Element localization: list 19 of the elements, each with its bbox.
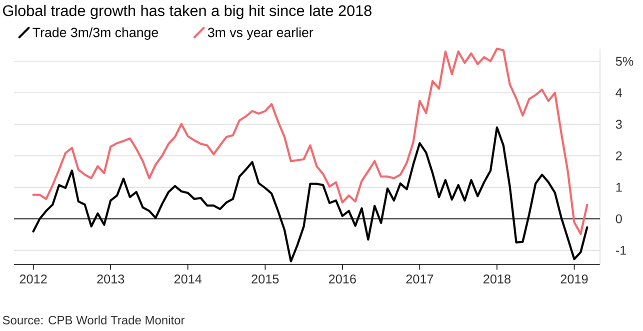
legend-label: Trade 3m/3m change <box>32 27 158 40</box>
chart-title: Global trade growth has taken a big hit since late 2018 <box>3 4 372 20</box>
source-note: Source: CPB World Trade Monitor <box>2 316 185 324</box>
legend-label: 3m vs year earlier <box>208 27 314 40</box>
y-tick-label: 4 <box>616 88 622 98</box>
x-tick-label: 2012 <box>20 274 47 284</box>
x-tick-label: 2013 <box>97 274 124 284</box>
x-tick-label: 2015 <box>252 274 279 284</box>
y-tick-label: 0 <box>616 214 622 224</box>
y-tick-label: 3 <box>616 120 622 129</box>
y-tick-label: 5% <box>616 56 634 66</box>
x-tick-label: 2018 <box>484 274 511 284</box>
y-tick-label: 1 <box>616 182 622 192</box>
y-tick-label: 2 <box>616 151 622 160</box>
x-tick-label: 2017 <box>406 274 434 284</box>
y-tick-label: -1 <box>616 246 626 255</box>
x-tick-label: 2016 <box>328 274 356 284</box>
x-tick-label: 2014 <box>174 274 202 284</box>
x-tick-label: 2019 <box>560 274 588 284</box>
